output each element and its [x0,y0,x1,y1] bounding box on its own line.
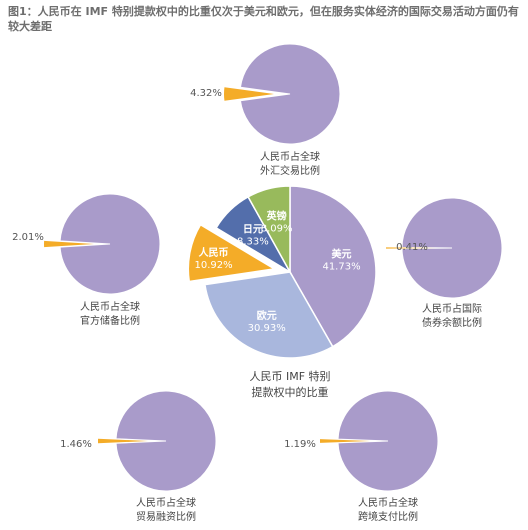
main-pie-slice-eur [204,271,334,359]
main-pie-label-eur: 欧元 [257,309,277,322]
main-pie-value-gbp: 8.09% [261,223,293,234]
main-pie-label-jpy: 日元 [243,224,263,236]
pie-bonds-rmb-slice [385,247,436,249]
pie-fx-caption-line-1: 人民币占全球 [260,150,320,163]
pie-payments-value-label: 1.19% [284,439,316,450]
pie-fx-rest-slice [239,43,341,145]
figure-title: 图1：人民币在 IMF 特别提款权中的比重仅次于美元和欧元，但在服务实体经济的国… [8,5,519,33]
pie-bonds-rest-slice [401,197,503,299]
pie-bonds-value-label: 0.41% [396,242,428,253]
main-pie-value-usd: 41.73% [322,261,360,272]
pie-reserves-caption-line-1: 人民币占全球 [80,300,140,313]
main-pie-caption-line-2: 提款权中的比重 [252,385,329,399]
pie-trade-caption-line-2: 贸易融资比例 [136,510,196,523]
main-pie-value-jpy: 8.33% [237,237,269,248]
pie-payments-caption-line-2: 跨境支付比例 [358,510,418,523]
main-pie-label-cny: 人民币 [199,246,229,259]
pie-payments-caption-line-1: 人民币占全球 [358,496,418,509]
pie-trade-caption-line-1: 人民币占全球 [136,496,196,509]
main-pie-slice-usd [289,185,377,348]
pie-fx-value-label: 4.32% [190,88,222,99]
main-pie-label-gbp: 英镑 [266,209,287,222]
main-pie-label-usd: 美元 [332,247,352,260]
pie-reserves-value-label: 2.01% [12,232,44,243]
pie-payments-rmb-slice [319,439,370,443]
pie-reserves-caption-line-2: 官方储备比例 [80,314,140,327]
pie-bonds-caption-line-2: 债券余额比例 [422,316,482,329]
pie-bonds-caption-line-1: 人民币占国际 [422,302,482,315]
pie-trade-rmb-slice [97,438,148,444]
pie-payments-rest-slice [337,390,439,492]
pie-trade-value-label: 1.46% [60,439,92,450]
pie-fx-rmb-slice [223,87,274,101]
main-pie-value-cny: 10.92% [195,260,233,271]
pie-reserves-rmb-slice [44,240,94,248]
main-pie-caption-line-1: 人民币 IMF 特别 [249,369,330,383]
main-pie-slice-gbp [247,185,291,275]
main-pie-value-eur: 30.93% [248,323,286,334]
pie-reserves-rest-slice [59,193,161,295]
pie-trade-rest-slice [115,390,217,492]
main-pie-slice-cny [187,223,277,283]
pie-fx-caption-line-2: 外汇交易比例 [260,164,320,177]
